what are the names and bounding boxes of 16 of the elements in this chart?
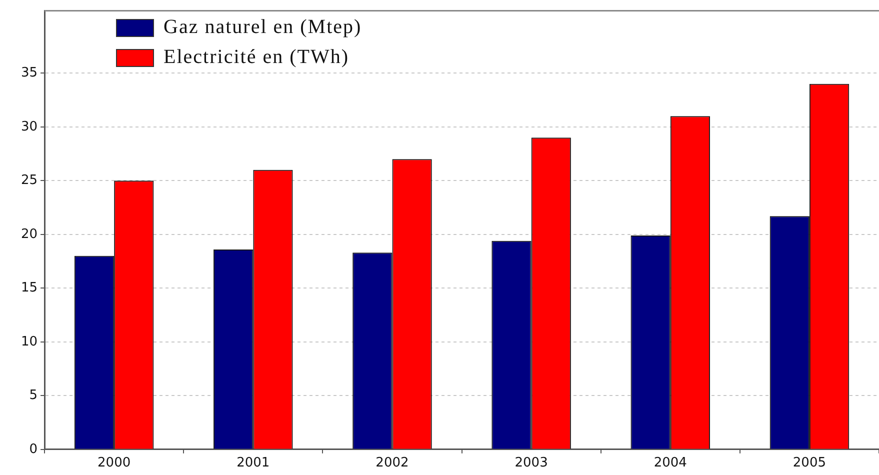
x-tick-label: 2000: [98, 456, 131, 471]
y-tick-label: 0: [29, 442, 38, 457]
x-tick-label: 2003: [514, 456, 548, 471]
y-tick-label: 35: [20, 66, 38, 81]
y-tick-label: 5: [29, 388, 38, 404]
y-tick-label: 25: [20, 173, 38, 188]
y-tick-label: 20: [20, 226, 38, 242]
x-tick-label: 2004: [654, 456, 687, 471]
x-tick-label: 2001: [236, 456, 270, 471]
legend-label: Gaz naturel en (Mtep): [164, 16, 362, 40]
y-tick-label: 10: [20, 334, 38, 350]
x-tick-label: 2005: [792, 456, 826, 471]
legend-label: Electricité en (TWh): [164, 46, 349, 70]
y-tick-label: 15: [20, 280, 38, 296]
y-tick-label: 30: [20, 119, 38, 134]
x-tick-label: 2002: [376, 456, 409, 471]
